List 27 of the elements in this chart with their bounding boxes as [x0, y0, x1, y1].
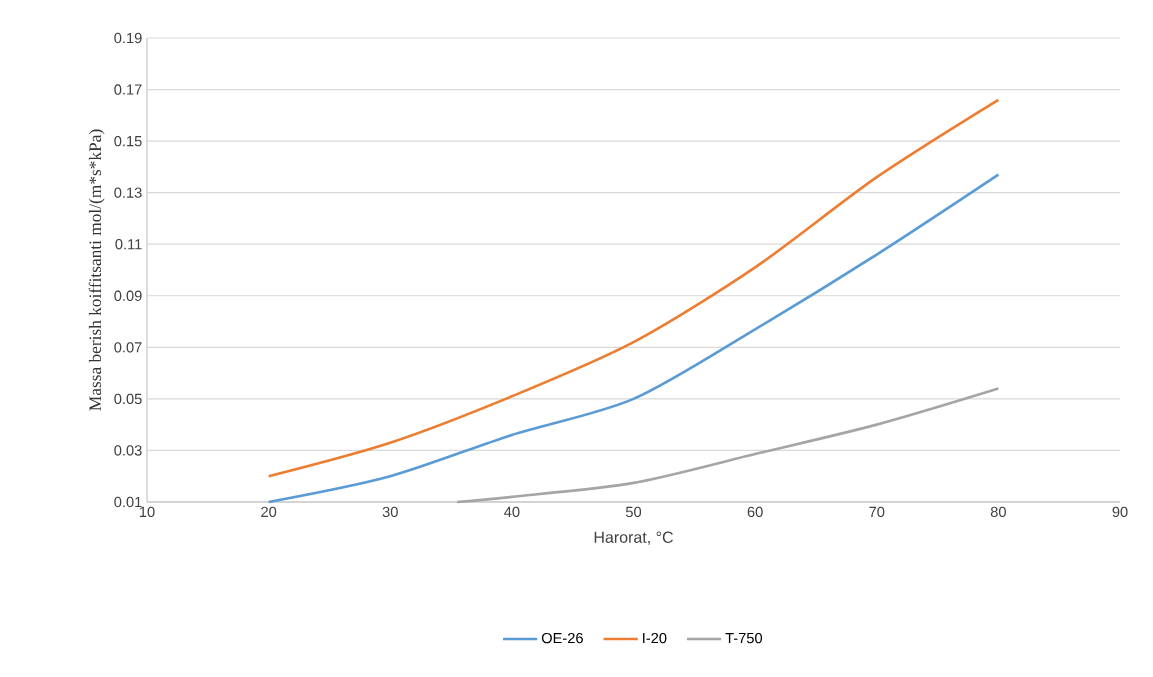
- legend-label: T-750: [725, 632, 763, 644]
- y-tick-label: 0.07: [114, 342, 142, 353]
- y-tick-label: 0.09: [114, 290, 142, 301]
- x-tick-label: 70: [869, 506, 885, 518]
- y-tick-label: 0.05: [114, 393, 142, 405]
- y-tick-label: 0.11: [115, 239, 142, 250]
- x-tick-label: 80: [990, 506, 1006, 518]
- x-axis-title: Harorat, °C: [594, 531, 673, 545]
- y-tick-label: 0.03: [114, 445, 142, 456]
- legend-label: I-20: [643, 632, 667, 644]
- x-tick-label: 50: [625, 506, 642, 518]
- y-tick-label: 0.15: [114, 135, 142, 147]
- x-tick-label: 40: [504, 506, 520, 518]
- y-tick-label: 0.17: [114, 84, 142, 95]
- x-tick-label: 30: [382, 506, 398, 518]
- y-tick-label: 0.19: [114, 32, 142, 44]
- line-series: [455, 387, 1000, 504]
- y-tick-label: 0.01: [114, 496, 142, 508]
- legend-label: OE-26: [541, 632, 583, 644]
- line-series: [267, 173, 1000, 504]
- y-axis-title: Massa berish koiffitsanti mol/(m*s*kPa): [88, 129, 105, 411]
- y-tick-label: 0.13: [114, 187, 142, 198]
- x-tick-label: 10: [139, 506, 155, 518]
- x-tick-label: 60: [747, 506, 763, 518]
- x-tick-label: 90: [1112, 506, 1128, 518]
- line-series: [267, 98, 1000, 478]
- x-tick-label: 20: [261, 506, 277, 518]
